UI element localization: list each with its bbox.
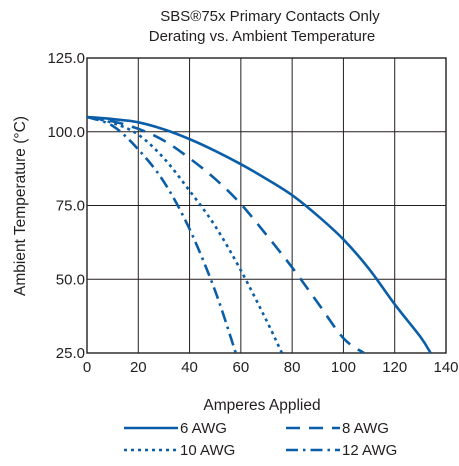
plot-frame — [86, 57, 447, 354]
legend-label-0: 6 AWG — [180, 420, 227, 437]
y-tick-label-0: 25.0 — [56, 345, 85, 362]
y-tick-label-1: 50.0 — [56, 271, 85, 288]
legend-label-1: 8 AWG — [342, 420, 389, 437]
x-tick-label-1: 20 — [130, 359, 147, 376]
y-tick-label-4: 125.0 — [47, 50, 85, 67]
x-tick-label-0: 0 — [83, 359, 91, 376]
x-tick-label-2: 40 — [181, 359, 198, 376]
plot-grid — [86, 57, 447, 354]
x-tick-label-7: 140 — [433, 359, 458, 376]
y-axis-label: Ambient Temperature (°C) — [12, 116, 29, 296]
y-tick-label-2: 75.0 — [56, 198, 85, 215]
x-axis-label: Amperes Applied — [203, 397, 320, 414]
x-axis-ticks: 0 20 40 60 80 100 120 140 — [83, 359, 459, 376]
plot-series — [86, 115, 432, 355]
x-tick-label-3: 60 — [233, 359, 250, 376]
series-line-12-awg — [86, 115, 237, 354]
y-tick-label-3: 100.0 — [47, 124, 85, 141]
x-tick-label-6: 120 — [382, 359, 407, 376]
x-tick-label-5: 100 — [331, 359, 356, 376]
legend-label-3: 12 AWG — [342, 442, 397, 459]
legend-label-2: 10 AWG — [180, 442, 235, 459]
series-line-6-awg — [86, 115, 432, 354]
x-tick-label-4: 80 — [284, 359, 301, 376]
series-line-10-awg — [86, 115, 284, 354]
chart-legend: 6 AWG 8 AWG 10 AWG 12 AWG — [124, 420, 397, 459]
chart-title-line-1: SBS®75x Primary Contacts Only — [160, 8, 380, 25]
chart-title-line-2: Derating vs. Ambient Temperature — [149, 28, 376, 45]
y-axis-ticks: 25.0 50.0 75.0 100.0 125.0 — [47, 50, 85, 362]
series-line-8-awg — [86, 115, 365, 355]
